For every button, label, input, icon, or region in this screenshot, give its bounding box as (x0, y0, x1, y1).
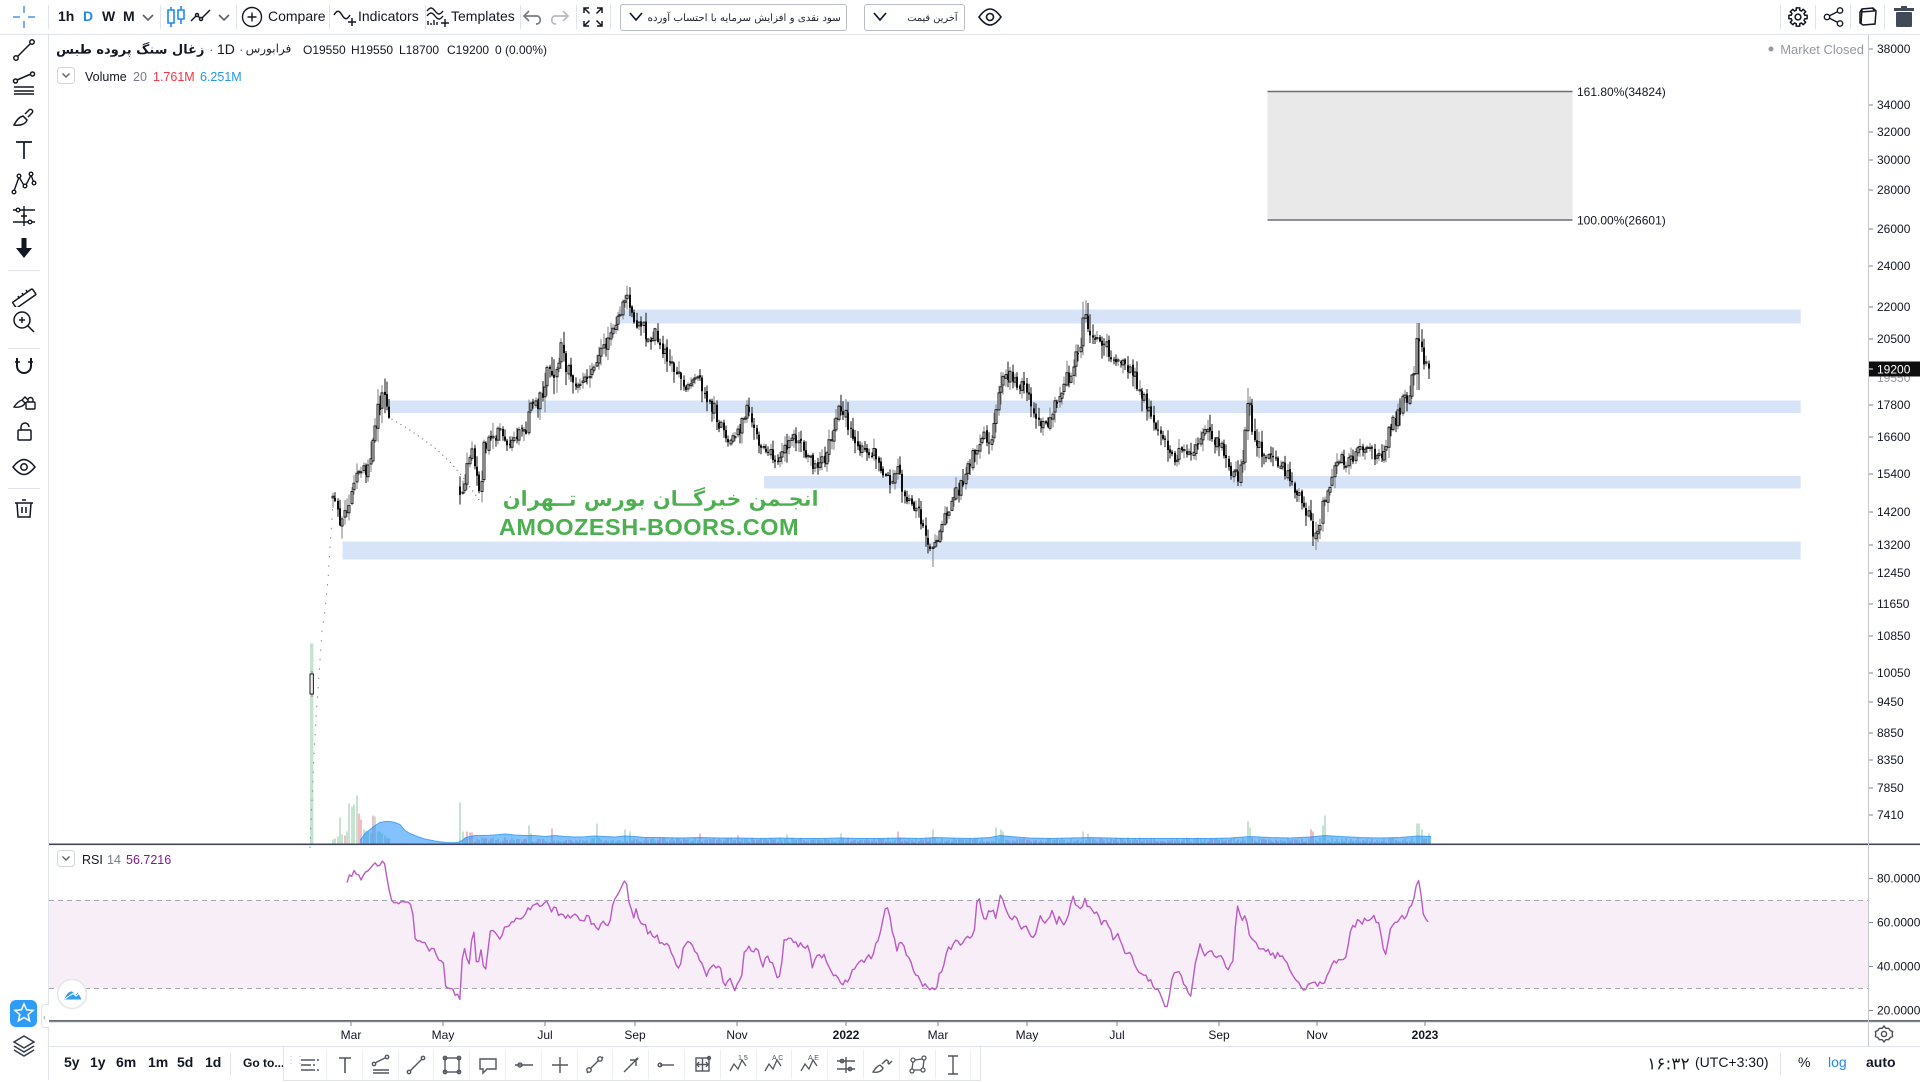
svg-text:Nov: Nov (1306, 1028, 1327, 1042)
svg-text:Sep: Sep (624, 1028, 646, 1042)
svg-text:14200: 14200 (1877, 505, 1911, 519)
svg-text:20500: 20500 (1877, 332, 1911, 346)
svg-text:34000: 34000 (1877, 98, 1911, 112)
svg-text:6.251M: 6.251M (200, 70, 242, 84)
svg-text:15400: 15400 (1877, 467, 1911, 481)
svg-text:100.00%(26601): 100.00%(26601) (1577, 214, 1666, 228)
svg-text:0 (0.00%): 0 (0.00%) (495, 43, 547, 57)
svg-text:A E: A E (808, 1055, 819, 1062)
svg-text:13200: 13200 (1877, 538, 1911, 552)
svg-text:14: 14 (107, 853, 121, 867)
svg-text:A C: A C (772, 1055, 783, 1062)
svg-text:AMOOZESH-BOORS.COM: AMOOZESH-BOORS.COM (499, 514, 799, 540)
svg-text:8350: 8350 (1877, 753, 1904, 767)
svg-text:May: May (432, 1028, 455, 1042)
svg-text:9450: 9450 (1877, 695, 1904, 709)
svg-text:161.80%(34824): 161.80%(34824) (1577, 85, 1666, 99)
svg-text:22000: 22000 (1877, 300, 1911, 314)
svg-text:H19550: H19550 (351, 43, 393, 57)
svg-text:Market Closed: Market Closed (1780, 42, 1864, 57)
svg-text:O19550: O19550 (303, 43, 346, 57)
svg-text:20.0000: 20.0000 (1877, 1004, 1920, 1018)
svg-text:C19200: C19200 (447, 43, 489, 57)
svg-text:8850: 8850 (1877, 726, 1904, 740)
svg-text:·: · (209, 41, 214, 57)
svg-text:17800: 17800 (1877, 398, 1911, 412)
svg-text:Mar: Mar (928, 1028, 949, 1042)
svg-text:1D: 1D (217, 41, 235, 57)
svg-text:L18700: L18700 (399, 43, 439, 57)
svg-text:Nov: Nov (726, 1028, 747, 1042)
svg-text:2022: 2022 (833, 1028, 860, 1042)
svg-text:28000: 28000 (1877, 183, 1911, 197)
svg-text:32000: 32000 (1877, 125, 1911, 139)
svg-text:10850: 10850 (1877, 629, 1911, 643)
svg-text:60.0000: 60.0000 (1877, 916, 1920, 930)
svg-text:24000: 24000 (1877, 259, 1911, 273)
svg-text:11650: 11650 (1877, 597, 1910, 611)
svg-text:12450: 12450 (1877, 566, 1911, 580)
svg-text:38000: 38000 (1877, 42, 1911, 56)
svg-text:10050: 10050 (1877, 666, 1911, 680)
svg-text:80.0000: 80.0000 (1877, 872, 1920, 886)
svg-text:Mar: Mar (341, 1028, 362, 1042)
svg-text:2023: 2023 (1412, 1028, 1439, 1042)
svg-text:RSI: RSI (82, 853, 103, 867)
svg-text:1.761M: 1.761M (153, 70, 195, 84)
svg-text:May: May (1016, 1028, 1039, 1042)
svg-text:Volume: Volume (85, 70, 127, 84)
svg-text:40.0000: 40.0000 (1877, 960, 1920, 974)
svg-text:7850: 7850 (1877, 781, 1904, 795)
svg-text:Jul: Jul (1109, 1028, 1124, 1042)
svg-text:7410: 7410 (1877, 808, 1904, 822)
svg-text:26000: 26000 (1877, 222, 1911, 236)
svg-text:·: · (239, 41, 244, 57)
svg-text:19200: 19200 (1877, 363, 1911, 377)
svg-text:30000: 30000 (1877, 153, 1911, 167)
svg-text:20: 20 (133, 70, 147, 84)
svg-text:Jul: Jul (537, 1028, 552, 1042)
svg-text:Sep: Sep (1208, 1028, 1230, 1042)
svg-text:16600: 16600 (1877, 430, 1911, 444)
svg-text:1 5: 1 5 (738, 1055, 748, 1062)
svg-text:56.7216: 56.7216 (126, 853, 171, 867)
